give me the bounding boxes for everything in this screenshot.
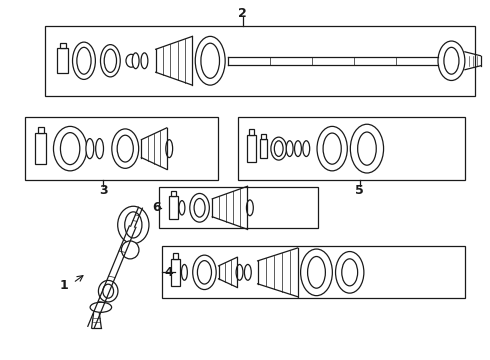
Bar — [35, 134, 46, 164]
Bar — [247, 135, 256, 162]
Ellipse shape — [294, 141, 301, 157]
Ellipse shape — [60, 132, 80, 165]
Ellipse shape — [342, 259, 358, 286]
Ellipse shape — [103, 284, 114, 298]
Ellipse shape — [323, 133, 341, 164]
Ellipse shape — [118, 206, 149, 244]
Ellipse shape — [112, 129, 139, 168]
Ellipse shape — [166, 140, 172, 158]
Ellipse shape — [245, 265, 251, 280]
Ellipse shape — [300, 249, 332, 296]
Ellipse shape — [193, 255, 216, 289]
Bar — [45, 26, 475, 96]
Bar — [262, 134, 266, 139]
Ellipse shape — [236, 265, 243, 280]
Ellipse shape — [317, 126, 347, 171]
Ellipse shape — [195, 36, 225, 85]
Ellipse shape — [336, 252, 364, 293]
Bar — [38, 127, 44, 134]
Ellipse shape — [122, 241, 139, 259]
Ellipse shape — [117, 135, 133, 162]
Bar — [260, 139, 268, 158]
Ellipse shape — [141, 53, 148, 69]
Ellipse shape — [100, 45, 120, 77]
Bar — [60, 43, 66, 48]
Ellipse shape — [308, 256, 325, 288]
Text: 1: 1 — [60, 279, 69, 292]
Polygon shape — [88, 226, 136, 328]
Ellipse shape — [132, 53, 139, 69]
Ellipse shape — [125, 212, 142, 238]
Ellipse shape — [286, 141, 293, 157]
Ellipse shape — [90, 302, 112, 312]
Text: 3: 3 — [99, 184, 108, 197]
Ellipse shape — [444, 48, 459, 74]
Ellipse shape — [179, 201, 185, 215]
Ellipse shape — [201, 43, 220, 78]
Bar — [171, 191, 175, 196]
Ellipse shape — [181, 265, 187, 280]
Bar — [238, 117, 465, 180]
Bar — [162, 246, 465, 298]
Ellipse shape — [194, 198, 205, 217]
Ellipse shape — [53, 126, 87, 171]
Text: 5: 5 — [355, 184, 364, 197]
Ellipse shape — [96, 139, 103, 159]
Ellipse shape — [358, 132, 376, 165]
Ellipse shape — [197, 261, 212, 284]
Ellipse shape — [438, 41, 465, 81]
Text: 6: 6 — [152, 202, 160, 215]
Text: 2: 2 — [238, 7, 247, 20]
Bar — [25, 117, 218, 180]
Ellipse shape — [126, 54, 137, 67]
Ellipse shape — [190, 193, 209, 222]
Ellipse shape — [77, 47, 91, 74]
Ellipse shape — [98, 280, 118, 302]
Ellipse shape — [246, 200, 253, 216]
Ellipse shape — [73, 42, 96, 80]
Text: 4: 4 — [165, 266, 173, 279]
Bar — [169, 196, 177, 220]
Ellipse shape — [86, 139, 94, 159]
Ellipse shape — [271, 137, 287, 160]
Ellipse shape — [274, 141, 283, 157]
Bar — [249, 129, 254, 135]
Bar — [159, 187, 318, 228]
Ellipse shape — [303, 141, 310, 157]
Bar — [173, 253, 178, 259]
Ellipse shape — [350, 124, 384, 173]
Bar — [57, 48, 68, 73]
Bar — [171, 259, 180, 286]
Ellipse shape — [104, 49, 117, 72]
